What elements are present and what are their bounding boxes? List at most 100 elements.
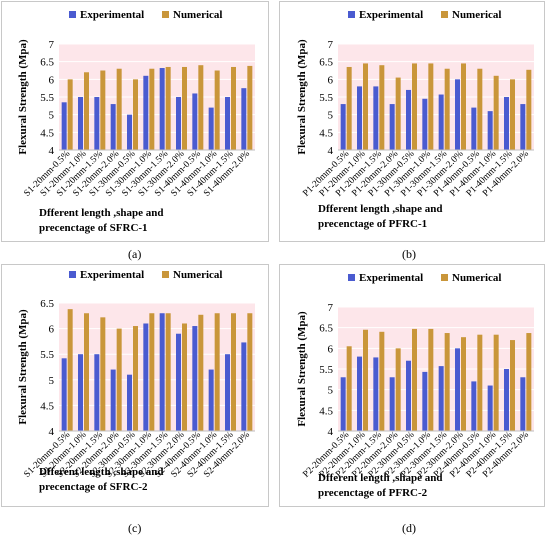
bar-numerical — [412, 328, 417, 431]
bar-numerical — [247, 313, 253, 431]
bar-numerical — [133, 326, 138, 431]
y-tick-label: 5.5 — [40, 92, 54, 104]
y-axis-title: Flexural Strength (Mpa) — [17, 39, 29, 155]
bar-numerical — [346, 346, 352, 431]
bar-numerical — [493, 334, 499, 431]
bar-numerical — [149, 68, 155, 150]
bar-experimental — [406, 360, 411, 431]
legend-swatch-numerical — [441, 11, 448, 18]
bar-experimental — [487, 385, 493, 431]
legend-swatch-experimental — [69, 11, 76, 18]
bar-numerical — [395, 77, 401, 150]
y-tick-label: 5 — [49, 110, 55, 122]
bar-experimental — [389, 377, 395, 431]
bar-numerical — [116, 68, 122, 150]
legend-label: Experimental — [80, 269, 144, 281]
x-axis-title-line: Dfferent length ,shape and — [318, 203, 442, 215]
bar-numerical — [412, 63, 417, 150]
bar-experimental — [241, 88, 247, 150]
y-tick-label: 5.5 — [319, 364, 333, 376]
chart-panel-c: 4 4.5 5 5.5 6 6.5 Flexural Strength (Mpa) Exper… — [1, 264, 269, 507]
bar-experimental — [373, 357, 379, 431]
bar-experimental — [61, 102, 67, 150]
bar-experimental — [143, 75, 149, 150]
bar-numerical — [165, 313, 171, 431]
bar-experimental — [159, 68, 165, 150]
y-tick-label: 6.5 — [40, 298, 54, 310]
bar-experimental — [208, 107, 214, 150]
bar-numerical — [493, 75, 499, 150]
bar-experimental — [143, 323, 149, 431]
y-tick-label: 4.5 — [40, 127, 54, 139]
legend-swatch-experimental — [348, 11, 355, 18]
y-tick-label: 4.5 — [319, 405, 333, 417]
bar-numerical — [214, 313, 220, 431]
y-tick-label: 5.5 — [40, 349, 54, 361]
panel-label-d: (d) — [402, 521, 416, 535]
x-axis-title-line: Dfferent length ,shape and — [318, 472, 442, 484]
bar-experimental — [176, 97, 181, 150]
chart-panel-d: 4 4.5 5 5.5 6 6.5 7 Flexural Strength (Mpa) Expe… — [279, 264, 545, 507]
bar-numerical — [379, 65, 385, 150]
bar-numerical — [198, 65, 204, 150]
bar-experimental — [487, 111, 493, 150]
y-tick-label: 6.5 — [319, 323, 333, 335]
chart-svg-d: 4 4.5 5 5.5 6 6.5 7 Flexural Strength (Mpa) Expe… — [296, 272, 534, 499]
y-tick-label: 6 — [328, 343, 334, 355]
bar-numerical — [428, 328, 434, 431]
bar-numerical — [428, 63, 434, 150]
bar-numerical — [198, 314, 204, 431]
chart-panel-a: 4 4.5 5 5.5 6 6.5 7 Flexural Strength (Mpa) Expe… — [1, 1, 269, 242]
y-tick-label: 6 — [328, 74, 334, 86]
bar-numerical — [363, 63, 368, 150]
legend-label: Numerical — [452, 272, 501, 284]
bar-experimental — [127, 114, 132, 150]
bar-numerical — [67, 309, 73, 431]
y-tick-label: 6.5 — [40, 57, 54, 69]
legend-label: Numerical — [173, 269, 222, 281]
y-tick-label: 6 — [49, 324, 55, 336]
legend-swatch-numerical — [162, 11, 169, 18]
legend-swatch-numerical — [441, 274, 448, 281]
bar-numerical — [133, 79, 138, 150]
bar-numerical — [182, 323, 187, 431]
bar-numerical — [444, 333, 450, 431]
bar-experimental — [340, 104, 346, 150]
bar-experimental — [422, 371, 428, 431]
bar-experimental — [225, 97, 230, 150]
y-tick-label: 4 — [49, 145, 55, 157]
y-tick-label: 4.5 — [40, 400, 54, 412]
bar-experimental — [504, 97, 509, 150]
legend-label: Experimental — [359, 272, 423, 284]
bar-experimental — [520, 104, 526, 150]
x-axis-title-line: Dfferent length ,shape and — [39, 466, 163, 478]
y-tick-label: 5 — [49, 375, 55, 387]
bar-experimental — [78, 97, 83, 150]
bar-numerical — [526, 69, 532, 150]
y-tick-label: 7 — [328, 302, 334, 314]
bar-experimental — [406, 89, 411, 150]
legend-label: Experimental — [80, 9, 144, 21]
bar-numerical — [526, 333, 532, 431]
bar-numerical — [510, 79, 515, 150]
bar-experimental — [78, 354, 83, 431]
bar-experimental — [422, 98, 428, 150]
bar-numerical — [444, 68, 450, 150]
bar-experimental — [225, 354, 230, 431]
bar-numerical — [477, 334, 483, 431]
bar-numerical — [461, 63, 466, 150]
legend-swatch-experimental — [69, 271, 76, 278]
bar-numerical — [461, 337, 466, 431]
bar-experimental — [438, 366, 444, 431]
chart-svg-c: 4 4.5 5 5.5 6 6.5 Flexural Strength (Mpa) Exper… — [17, 269, 255, 493]
bar-experimental — [159, 313, 165, 431]
y-tick-label: 5 — [328, 385, 334, 397]
bar-numerical — [363, 329, 368, 431]
bar-numerical — [231, 66, 236, 150]
y-axis-title: Flexural Strength (Mpa) — [296, 39, 308, 155]
x-axis-title-line: precenctage of SFRC-1 — [39, 222, 148, 234]
bar-experimental — [192, 326, 198, 431]
bar-numerical — [67, 79, 73, 150]
x-axis-title-line: precenctage of PFRC-1 — [318, 218, 427, 230]
bar-experimental — [110, 104, 116, 150]
